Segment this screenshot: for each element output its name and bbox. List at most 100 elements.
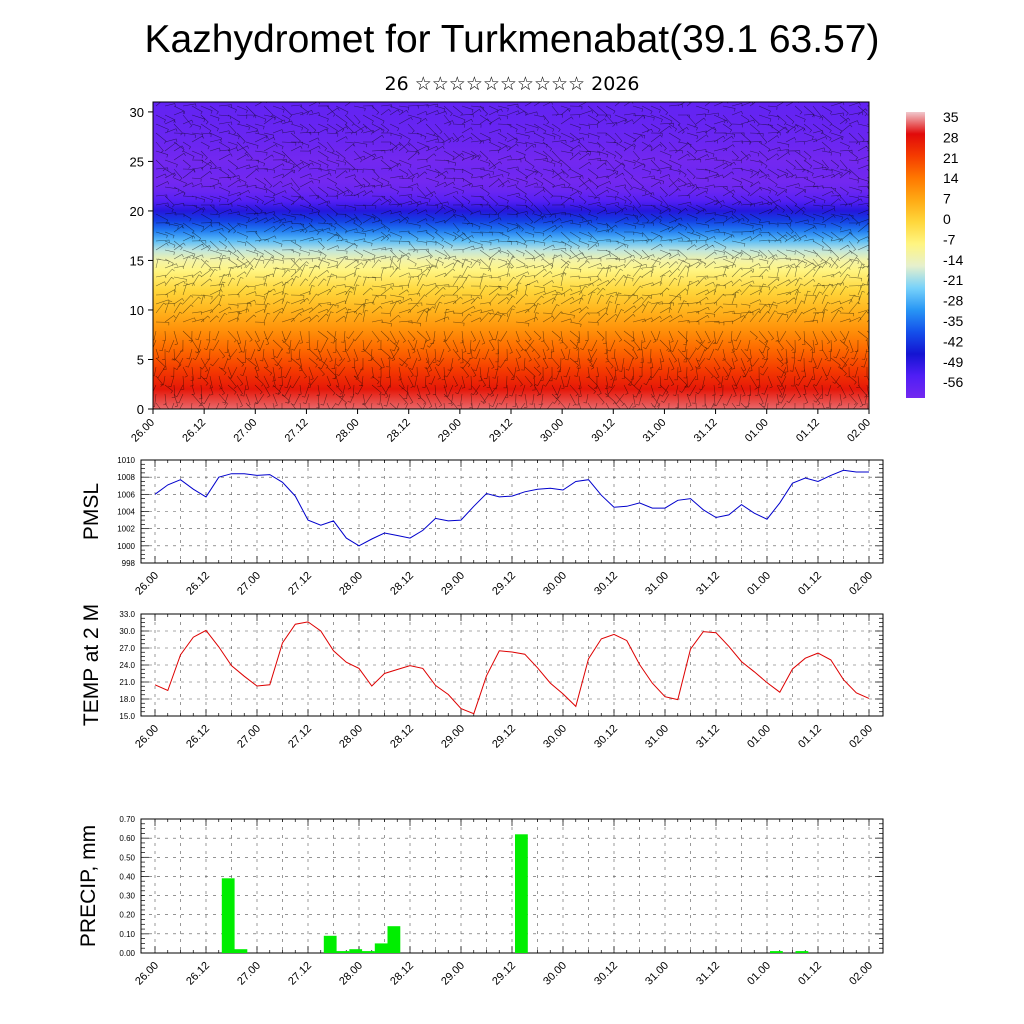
x-tick-label: 27.00 bbox=[235, 723, 263, 751]
temperature-series-line bbox=[154, 621, 870, 715]
x-tick-label: 28.00 bbox=[334, 417, 362, 445]
x-tick-label: 31.12 bbox=[694, 723, 722, 751]
chart-title: Kazhydromet for Turkmenabat(39.1 63.57) bbox=[144, 18, 880, 61]
x-tick-label: 30.12 bbox=[589, 417, 617, 445]
y-tick-label: 1008 bbox=[117, 473, 135, 482]
y-tick-label: 30.0 bbox=[119, 627, 135, 636]
x-tick-label: 02.00 bbox=[847, 960, 875, 988]
x-tick-label: 26.12 bbox=[184, 570, 212, 598]
colorbar-label: 21 bbox=[943, 150, 959, 166]
precip-bar bbox=[336, 951, 350, 953]
pmsl-panel: 998 1000 1002 1004 1006 1008 1010 26.00 26.12 27.… bbox=[80, 456, 884, 598]
y-tick-label: 1002 bbox=[117, 525, 135, 534]
y-tick-label: 10 bbox=[130, 303, 144, 318]
x-tick-label: 27.12 bbox=[286, 960, 314, 988]
y-tick-label: 15 bbox=[130, 253, 144, 268]
cross-section-panel: 0 5 10 15 20 25 30 26.00 26.12 27.00 27.12 28.00 28.… bbox=[129, 101, 873, 445]
x-tick-label: 27.00 bbox=[231, 417, 259, 445]
y-tick-label: 1006 bbox=[117, 490, 135, 499]
colorbar-label: 28 bbox=[943, 129, 959, 145]
x-tick-label: 28.00 bbox=[337, 570, 365, 598]
grid bbox=[141, 459, 883, 564]
x-tick-label: 31.00 bbox=[643, 723, 671, 751]
x-tick-label: 01.12 bbox=[794, 417, 822, 445]
precip-bar bbox=[362, 951, 375, 953]
y-tick-label: 25 bbox=[130, 154, 144, 169]
x-tick-label: 27.12 bbox=[283, 417, 311, 445]
x-tick-label: 28.00 bbox=[337, 960, 365, 988]
y-tick-label: 0.60 bbox=[119, 834, 135, 843]
wind-barbs bbox=[153, 102, 869, 409]
x-tick-label: 27.12 bbox=[286, 723, 314, 751]
y-tick-label: 0.50 bbox=[119, 853, 135, 862]
y-tick-label: 0.40 bbox=[119, 872, 135, 881]
colorbar-label: 7 bbox=[943, 191, 951, 207]
x-tick-label: 01.12 bbox=[796, 723, 824, 751]
y-tick-label: 20 bbox=[130, 204, 144, 219]
y-axis-title: PRECIP, mm bbox=[77, 825, 100, 947]
precip-bar bbox=[515, 834, 528, 953]
x-tick-label: 31.00 bbox=[643, 960, 671, 988]
x-tick-label: 29.00 bbox=[439, 570, 467, 598]
x-tick-label: 02.00 bbox=[847, 570, 875, 598]
x-tick-label: 30.00 bbox=[541, 723, 569, 751]
y-tick-label: 0.70 bbox=[119, 815, 135, 824]
x-tick-label: 01.00 bbox=[745, 960, 773, 988]
precipitation-panel: 0.00 0.10 0.20 0.30 0.40 0.50 0.60 0.70 26.00 26.… bbox=[77, 815, 884, 988]
x-tick-label: 26.00 bbox=[133, 570, 161, 598]
x-tick-label: 31.12 bbox=[692, 417, 720, 445]
precip-bar bbox=[770, 951, 783, 953]
y-tick-label: 0.10 bbox=[119, 930, 135, 939]
x-tick-label: 27.00 bbox=[235, 960, 263, 988]
x-tick-label: 26.12 bbox=[184, 723, 212, 751]
x-tick-label: 26.00 bbox=[133, 960, 161, 988]
x-tick-label: 31.12 bbox=[694, 570, 722, 598]
x-tick-label: 30.12 bbox=[592, 570, 620, 598]
colorbar-label: 35 bbox=[943, 109, 959, 125]
x-tick-label: 02.00 bbox=[845, 417, 873, 445]
x-tick-label: 01.00 bbox=[745, 570, 773, 598]
colorbar-label: -7 bbox=[943, 231, 956, 247]
x-tick-label: 31.00 bbox=[641, 417, 669, 445]
x-tick-label: 29.00 bbox=[436, 417, 464, 445]
y-tick-label: 998 bbox=[122, 559, 136, 568]
y-tick-label: 15.0 bbox=[119, 712, 135, 721]
x-tick-label: 26.00 bbox=[129, 417, 157, 445]
x-tick-label: 28.12 bbox=[385, 417, 413, 445]
precip-bar bbox=[795, 951, 809, 953]
precip-bar bbox=[349, 949, 363, 953]
x-tick-label: 29.12 bbox=[490, 570, 518, 598]
x-tick-label: 01.12 bbox=[796, 960, 824, 988]
x-tick-label: 29.12 bbox=[487, 417, 515, 445]
x-tick-label: 02.00 bbox=[847, 723, 875, 751]
x-tick-label: 01.12 bbox=[796, 570, 824, 598]
colorbar-label: -21 bbox=[943, 272, 963, 288]
y-tick-label: 33.0 bbox=[119, 610, 135, 619]
colorbar-label: -14 bbox=[943, 252, 963, 268]
x-tick-label: 29.00 bbox=[439, 723, 467, 751]
x-tick-label: 29.12 bbox=[490, 723, 518, 751]
y-tick-label: 0 bbox=[137, 402, 144, 417]
y-tick-label: 24.0 bbox=[119, 661, 135, 670]
temperature-panel: 15.0 18.0 21.0 24.0 27.0 30.0 33.0 26.00 26.12 27… bbox=[80, 604, 884, 751]
colorbar: 35 28 21 14 7 0 -7 -14 -21 -28 -35 -42 -49 -56 bbox=[906, 109, 963, 398]
colorbar-label: -42 bbox=[943, 333, 963, 349]
precip-bar bbox=[234, 949, 248, 953]
x-tick-label: 28.12 bbox=[388, 570, 416, 598]
grid bbox=[141, 613, 883, 717]
x-tick-label: 28.12 bbox=[388, 723, 416, 751]
x-tick-label: 30.00 bbox=[541, 960, 569, 988]
x-tick-label: 27.12 bbox=[286, 570, 314, 598]
x-tick-label: 30.12 bbox=[592, 723, 620, 751]
colorbar-label: 0 bbox=[943, 211, 951, 227]
precip-bar bbox=[374, 943, 388, 953]
x-tick-label: 26.00 bbox=[133, 723, 161, 751]
x-tick-label: 29.00 bbox=[439, 960, 467, 988]
x-tick-label: 29.12 bbox=[490, 960, 518, 988]
y-tick-label: 1004 bbox=[117, 508, 135, 517]
y-tick-label: 0.00 bbox=[119, 949, 135, 958]
x-tick-label: 30.12 bbox=[592, 960, 620, 988]
precip-bar bbox=[387, 926, 401, 953]
y-tick-label: 0.20 bbox=[119, 911, 135, 920]
